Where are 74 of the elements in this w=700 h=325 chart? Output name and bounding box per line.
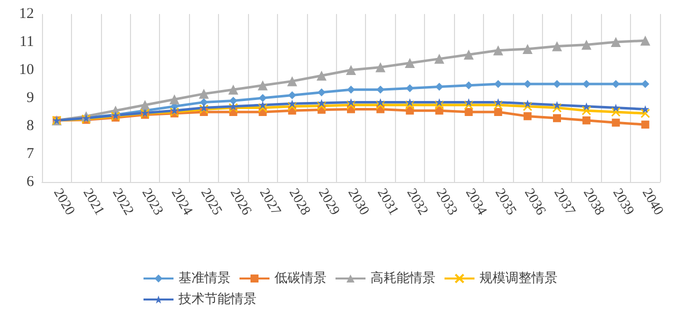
point	[435, 98, 444, 106]
point	[288, 100, 296, 108]
y-tick-label: 6	[26, 174, 34, 190]
point	[258, 94, 267, 102]
point	[346, 100, 356, 110]
point	[375, 62, 386, 72]
point	[434, 100, 444, 110]
point	[612, 118, 620, 127]
point	[552, 103, 562, 113]
point	[316, 101, 326, 111]
point	[435, 82, 444, 91]
legend-label: 技术节能情景	[178, 292, 256, 307]
point	[464, 108, 473, 116]
point	[494, 108, 502, 116]
point	[405, 100, 415, 110]
point	[524, 100, 532, 108]
legend-label: 规模调整情景	[480, 271, 558, 286]
point	[494, 98, 502, 106]
point	[640, 36, 650, 46]
point	[493, 45, 504, 56]
point	[318, 88, 326, 96]
point	[200, 98, 208, 106]
point	[610, 37, 621, 47]
point	[287, 102, 297, 112]
point	[406, 98, 414, 106]
point	[641, 80, 650, 88]
point	[553, 114, 561, 122]
point	[347, 98, 355, 106]
point	[581, 40, 592, 50]
legend-label: 低碳情景	[274, 271, 326, 286]
point	[553, 80, 561, 88]
y-tick-label: 12	[19, 6, 34, 22]
point	[464, 50, 474, 60]
point	[198, 88, 209, 99]
legend-label: 基准情景	[178, 271, 230, 286]
point	[522, 44, 533, 54]
point	[464, 98, 473, 106]
point	[316, 70, 327, 81]
point	[522, 102, 532, 112]
point	[258, 101, 267, 109]
point	[169, 94, 180, 104]
point	[640, 108, 650, 118]
point	[582, 106, 592, 116]
point	[346, 65, 356, 75]
y-tick-label: 7	[26, 146, 34, 162]
point	[434, 54, 444, 64]
point	[376, 98, 384, 106]
point	[229, 102, 238, 110]
point	[288, 91, 296, 100]
point	[641, 120, 650, 129]
y-tick-label: 10	[19, 62, 34, 78]
point	[318, 99, 326, 108]
y-tick-label: 8	[26, 118, 34, 134]
point	[140, 100, 150, 110]
legend-label: 高耗能情景	[370, 270, 436, 286]
point	[611, 107, 621, 117]
point	[553, 101, 561, 109]
point	[406, 84, 414, 92]
point	[287, 76, 298, 86]
point	[228, 103, 238, 113]
point	[347, 86, 355, 94]
point	[258, 80, 268, 90]
point	[524, 112, 532, 120]
point	[493, 100, 503, 110]
point	[582, 116, 590, 124]
point	[464, 100, 474, 110]
point	[258, 103, 268, 113]
point	[376, 100, 386, 110]
point	[552, 41, 562, 52]
point	[229, 96, 238, 105]
point	[228, 84, 238, 95]
y-tick-label: 9	[26, 90, 34, 106]
y-tick-label: 11	[20, 34, 34, 50]
point	[404, 58, 415, 68]
